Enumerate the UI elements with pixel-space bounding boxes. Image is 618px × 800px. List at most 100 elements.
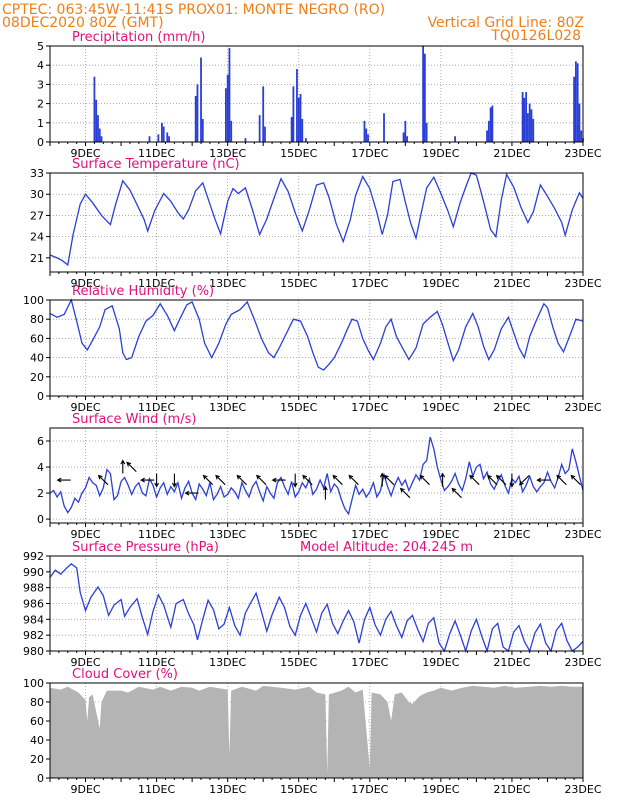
x-tick-label: 17DEC: [351, 528, 388, 541]
x-tick-label: 13DEC: [209, 656, 246, 669]
y-tick-label: 980: [23, 645, 44, 658]
x-tick-label: 17DEC: [351, 401, 388, 414]
x-tick-label: 15DEC: [280, 401, 317, 414]
precip-bar: [491, 105, 494, 142]
x-tick-label: 17DEC: [351, 277, 388, 290]
wind-arrow: [292, 473, 298, 488]
precip-bar: [574, 61, 577, 142]
y-tick-label: 33: [30, 167, 44, 180]
wind-arrow: [215, 474, 226, 486]
y-tick-label: 30: [30, 188, 44, 201]
y-tick-label: 80: [30, 313, 44, 326]
precip-bar: [157, 134, 160, 142]
precip-bar: [304, 138, 307, 142]
wind-arrow: [509, 473, 515, 488]
x-tick-label: 15DEC: [280, 528, 317, 541]
pressure-panel: 980 982 984 986 988 990 992 9DEC 11DEC 13DEC 15DEC…: [23, 540, 602, 669]
x-tick-label: 11DEC: [138, 528, 175, 541]
x-tick-label: 21DEC: [493, 528, 530, 541]
x-tick-label: 23DEC: [564, 147, 601, 160]
x-tick-label: 23DEC: [564, 401, 601, 414]
panels-group: 0 1 2 3 4 5 9DEC 11DEC 13DEC 15DEC 17DEC 19DEC 21DEC…: [23, 30, 602, 796]
x-tick-label: 19DEC: [422, 147, 459, 160]
precip-bar: [98, 128, 101, 142]
wind-arrow: [332, 474, 343, 486]
x-tick-label: 15DEC: [280, 783, 317, 796]
precip-bar: [100, 136, 103, 142]
precip-bar: [162, 126, 165, 142]
wind-arrow: [56, 477, 71, 483]
y-tick-label: 0: [37, 390, 44, 403]
x-tick-label: 19DEC: [422, 783, 459, 796]
x-tick-label: 23DEC: [564, 528, 601, 541]
header-model: TQ0126L028: [490, 28, 581, 44]
wind-arrow: [120, 459, 126, 474]
precip-bar: [196, 84, 199, 142]
y-tick-label: 4: [37, 59, 44, 72]
precip-bar: [148, 136, 151, 142]
x-tick-label: 11DEC: [138, 401, 175, 414]
x-tick-label: 19DEC: [422, 656, 459, 669]
precip-bar: [404, 120, 407, 142]
wind-arrow: [570, 474, 581, 486]
x-tick-label: 23DEC: [564, 277, 601, 290]
precip-bar: [422, 46, 424, 142]
precip-bar: [406, 136, 409, 142]
y-tick-label: 0: [37, 513, 44, 526]
plot-frame: [49, 45, 584, 143]
precip-bar: [194, 95, 197, 142]
y-tick-label: 1: [37, 117, 44, 130]
header-grid-line: Vertical Grid Line: 80Z: [428, 15, 584, 31]
precip-bar: [230, 120, 233, 142]
y-tick-label: 60: [30, 715, 44, 728]
y-tick-label: 984: [23, 613, 44, 626]
wind-arrow: [419, 474, 430, 486]
x-tick-label: 21DEC: [493, 656, 530, 669]
x-tick-label: 23DEC: [564, 783, 601, 796]
y-tick-label: 100: [23, 294, 44, 307]
x-tick-label: 11DEC: [138, 147, 175, 160]
y-tick-label: 5: [37, 40, 44, 53]
y-tick-label: 20: [30, 753, 44, 766]
wind-panel: 0 2 4 6 9DEC 11DEC 13DEC 15DEC 17DEC 19DEC 21DEC 23…: [37, 412, 602, 541]
x-tick-label: 19DEC: [422, 401, 459, 414]
x-tick-label: 9DEC: [70, 528, 100, 541]
y-tick-label: 40: [30, 734, 44, 747]
precip-bar: [363, 120, 366, 142]
model-altitude-label: Model Altitude: 204.245 m: [300, 540, 473, 555]
y-tick-label: 4: [37, 461, 44, 474]
cloud-panel: 0 20 40 60 80 100 9DEC 11DEC 13DEC 15DEC 17DEC 19DE…: [23, 667, 602, 796]
precip-bar: [402, 132, 405, 142]
wind-arrow: [486, 474, 498, 486]
precip-bar: [95, 99, 98, 142]
y-tick-label: 2: [37, 98, 44, 111]
precip-bar: [423, 53, 426, 142]
y-tick-label: 986: [23, 598, 44, 611]
x-tick-label: 23DEC: [564, 656, 601, 669]
header-date: 08DEC2020 80Z (GMT): [2, 15, 164, 31]
wind-arrow: [383, 474, 395, 486]
precip-bar: [200, 57, 202, 142]
pressure-series-line: [49, 563, 584, 654]
precip-bar: [580, 130, 583, 142]
y-tick-label: 988: [23, 582, 44, 595]
y-tick-label: 982: [23, 629, 44, 642]
x-tick-label: 11DEC: [138, 656, 175, 669]
cloud-title: Cloud Cover (%): [72, 667, 178, 682]
x-tick-label: 19DEC: [422, 528, 459, 541]
precip-bar: [226, 74, 229, 142]
precip-bar: [168, 136, 170, 142]
wind-arrow: [171, 473, 177, 488]
x-tick-label: 17DEC: [351, 147, 388, 160]
humidity-series-line: [49, 298, 584, 371]
plot-frame: [49, 172, 584, 273]
plot-frame: [49, 427, 584, 524]
y-tick-label: 2: [37, 487, 44, 500]
precip-bar: [97, 115, 99, 142]
precip-panel: 0 1 2 3 4 5 9DEC 11DEC 13DEC 15DEC 17DEC 19DEC 21DEC…: [37, 30, 602, 160]
x-tick-label: 9DEC: [70, 783, 100, 796]
x-tick-label: 17DEC: [351, 783, 388, 796]
precip-title: Precipitation (mm/h): [72, 30, 205, 45]
x-tick-label: 9DEC: [70, 401, 100, 414]
